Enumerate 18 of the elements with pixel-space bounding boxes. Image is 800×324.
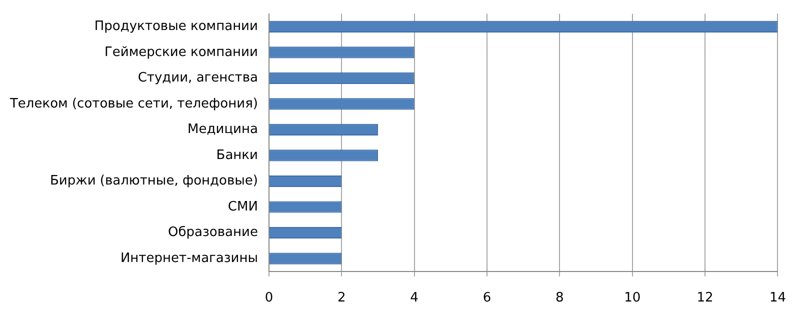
- x-tick-label: 6: [482, 290, 492, 306]
- x-tick-label: 2: [338, 290, 346, 306]
- x-tick-label: 12: [696, 290, 714, 306]
- x-tick-label: 14: [769, 290, 786, 306]
- y-tick-label: Образование: [168, 225, 258, 240]
- y-tick-label: Медицина: [188, 122, 258, 138]
- x-tick-label: 4: [410, 290, 418, 306]
- x-tick-label: 0: [264, 290, 274, 306]
- y-tick-label: СМИ: [228, 199, 258, 214]
- y-tick-label: Геймерские компании: [104, 44, 258, 60]
- y-tick-label: Биржи (валютные, фондовые): [50, 174, 258, 189]
- y-tick-label: Банки: [216, 148, 258, 163]
- y-tick-label: Студии, агенства: [138, 70, 258, 86]
- y-tick-label: Продуктовые компании: [94, 19, 258, 34]
- x-tick-label: 10: [624, 290, 641, 306]
- y-tick-label: Интернет-магазины: [120, 250, 258, 266]
- x-tick-label: 8: [556, 290, 564, 306]
- y-tick-label: Телеком (сотовые сети, телефония): [8, 96, 258, 112]
